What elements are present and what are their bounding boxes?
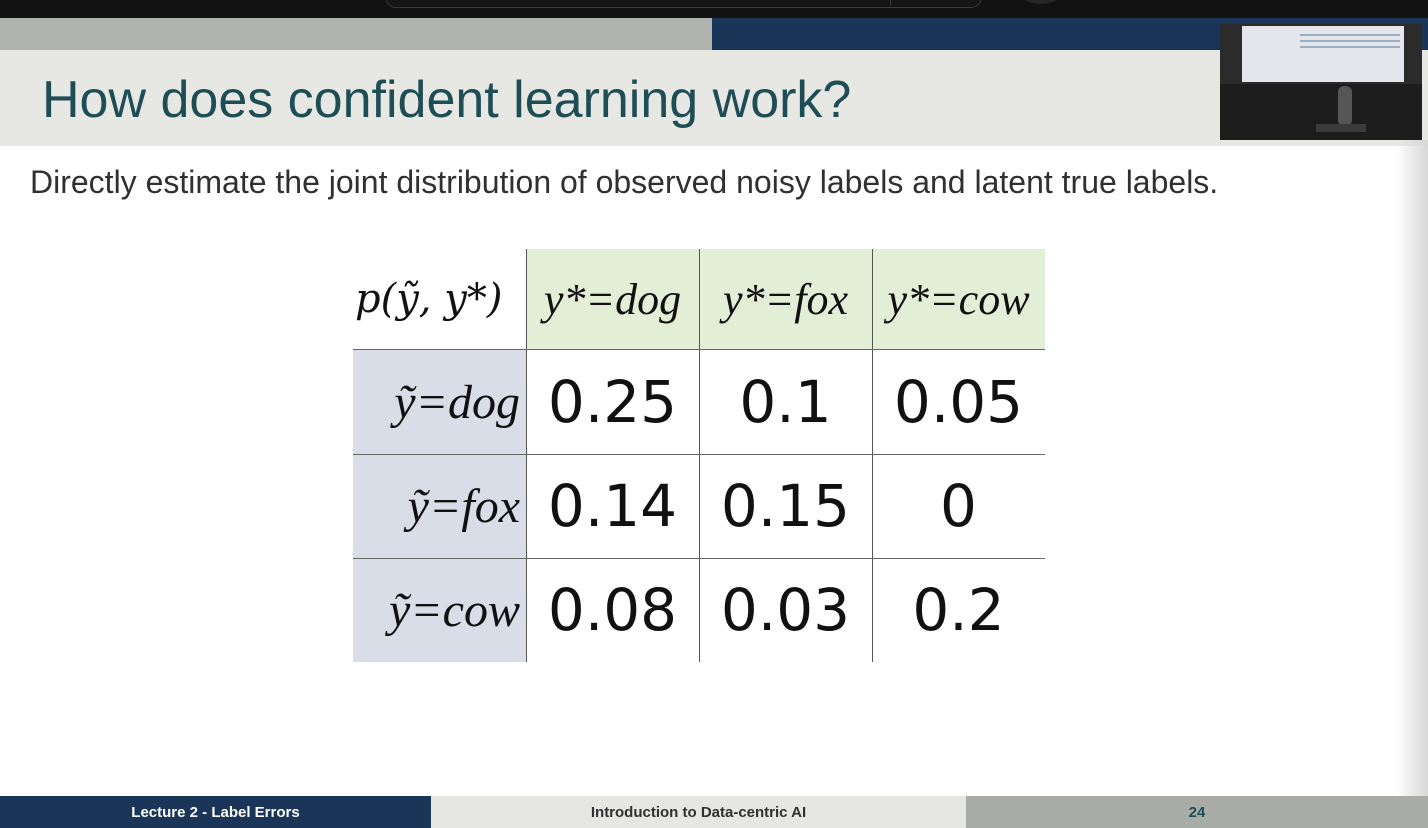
slide-title: How does confident learning work? [42,71,852,129]
search-pill-divider [890,0,981,6]
table-cell-cow-dog: 0.08 [526,558,699,662]
table-cell-cow-cow: 0.2 [872,558,1045,662]
table-cell-dog-cow: 0.05 [872,350,1045,454]
projector-screen [1242,26,1404,82]
footer-lecture-title: Lecture 2 - Label Errors [0,796,431,828]
projected-slide-miniature [1300,30,1400,64]
header-band-gray [0,18,712,50]
table-cell-dog-dog: 0.25 [526,350,699,454]
table-divider-vertical [872,249,873,662]
column-header-cow: y*=cow [872,249,1045,349]
right-edge-shadow [1396,140,1428,796]
column-header-dog: y*=dog [526,249,699,349]
table-divider-horizontal [353,558,1045,559]
slide-subtitle: Directly estimate the joint distribution… [30,164,1219,200]
table-divider-vertical [526,249,527,662]
table-cell-fox-cow: 0 [872,454,1045,558]
speaker-webcam-thumbnail [1220,24,1422,140]
slide-footer: Lecture 2 - Label Errors Introduction to… [0,796,1428,828]
footer-page-number: 24 [966,796,1428,828]
table-divider-vertical [699,249,700,662]
column-header-fox: y*=fox [699,249,872,349]
table-cell-fox-fox: 0.15 [699,454,872,558]
table-divider-horizontal [353,349,1045,350]
row-header-fox: ỹ=fox [353,454,526,558]
table-cell-dog-fox: 0.1 [699,350,872,454]
table-corner-label: p(ỹ, y*) [353,249,526,349]
speaker-figure [1338,86,1352,126]
row-header-cow: ỹ=cow [353,558,526,662]
lectern [1316,124,1366,132]
video-top-bar [0,0,1428,18]
row-header-dog: ỹ=dog [353,350,526,454]
table-cell-fox-dog: 0.14 [526,454,699,558]
title-background [0,50,1428,146]
avatar-circle [1020,0,1062,4]
table-cell-cow-fox: 0.03 [699,558,872,662]
footer-course-title: Introduction to Data-centric AI [431,796,966,828]
table-divider-horizontal [353,454,1045,455]
joint-distribution-table: p(ỹ, y*) y*=dog y*=fox y*=cow ỹ=dog 0.25… [353,249,1045,662]
